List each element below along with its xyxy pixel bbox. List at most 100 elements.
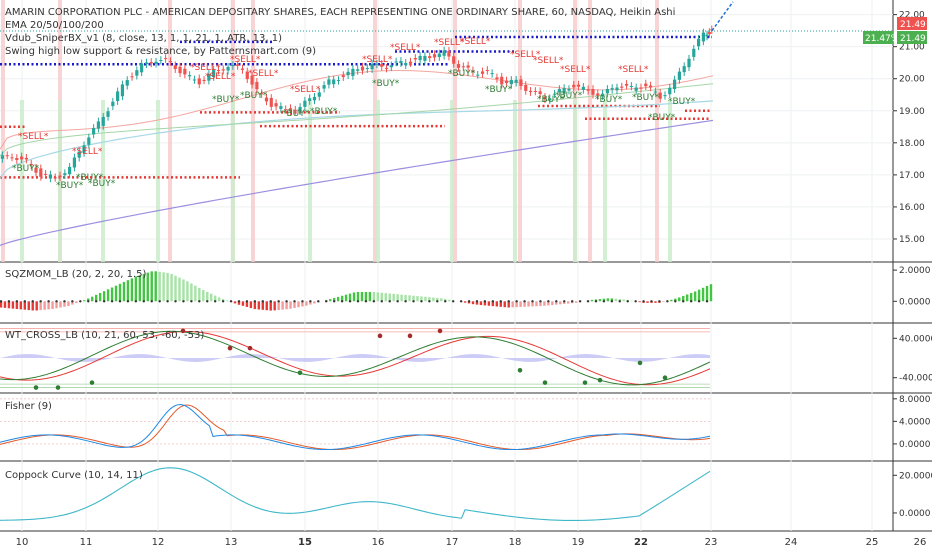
time-tick-label: 22: [634, 537, 648, 548]
sqz-bar: [135, 277, 137, 302]
sqz-dot: [523, 300, 525, 302]
candle-body: [351, 69, 354, 76]
candle-body: [615, 88, 618, 91]
wt-legend: WT_CROSS_LB (10, 21, 60, 53, -60, -53): [5, 330, 204, 341]
candle-body: [577, 85, 580, 87]
sqz-bar: [381, 293, 383, 302]
ema-legend: EMA 20/50/100/200: [5, 20, 104, 31]
time-tick-label: 10: [16, 537, 29, 548]
candle-body: [395, 61, 398, 62]
buy-signal: *BUY*: [555, 91, 583, 101]
candle-body: [582, 87, 585, 90]
wt-cross-dot: [638, 361, 643, 366]
fisher-trigger-line: [0, 405, 710, 450]
sqz-dot: [650, 300, 652, 302]
candle-body: [708, 32, 711, 34]
chart-title: AMARIN CORPORATION PLC - AMERICAN DEPOSI…: [5, 7, 675, 18]
sell-signal: *SELL*: [560, 65, 591, 75]
sqz-bar: [480, 301, 482, 305]
candle-body: [130, 76, 133, 77]
sqz-bar: [694, 291, 696, 301]
buy-signal: *BUY*: [282, 109, 310, 119]
candle-body: [476, 75, 479, 76]
sell-signal: *SELL*: [248, 69, 279, 79]
sqz-dot: [103, 300, 105, 302]
sqz-dot: [436, 300, 438, 302]
sqz-dot: [658, 300, 660, 302]
sqz-bar: [313, 301, 315, 303]
sqz-bar: [127, 280, 129, 301]
sqz-bar: [24, 301, 26, 309]
sqz-dot: [341, 300, 343, 302]
buy-band: [156, 100, 160, 262]
time-tick-label: 19: [572, 537, 585, 548]
sqz-bar: [190, 283, 192, 301]
sqz-dot: [547, 300, 549, 302]
candle-body: [6, 155, 9, 156]
candle-body: [457, 64, 460, 68]
candle-body: [529, 91, 532, 92]
candle-body: [39, 168, 42, 176]
candle-body: [44, 174, 47, 175]
candle-body: [178, 67, 181, 73]
price-tick-label: 16.00: [899, 203, 925, 213]
sell-signal: *SELL*: [72, 147, 103, 157]
sqz-bar: [270, 301, 272, 310]
buy-signal: *BUY*: [632, 93, 660, 103]
sqz-bar: [154, 271, 156, 301]
sqz-bar: [353, 292, 355, 301]
sqz-dot: [317, 300, 319, 302]
candle-body: [346, 72, 349, 75]
candle-body: [361, 67, 364, 71]
candle-body: [462, 66, 465, 67]
coppock-tick-label: 0.0000: [899, 509, 931, 519]
sqz-dot: [555, 300, 557, 302]
sqz-dot: [642, 300, 644, 302]
price-axis[interactable]: 15.0016.0017.0018.0019.0020.0021.0022.00…: [893, 11, 932, 519]
sqz-bar: [281, 301, 283, 309]
sqz-dot: [174, 300, 176, 302]
candle-body: [705, 35, 708, 37]
sqz-dot: [198, 300, 200, 302]
sqz-dot: [277, 300, 279, 302]
sqz-dot: [127, 300, 129, 302]
sqz-dot: [571, 300, 573, 302]
sqz-bar: [646, 301, 648, 303]
candle-body: [58, 176, 61, 178]
time-tick-label: 15: [298, 537, 312, 548]
wt-tick-label: 40.0000: [899, 334, 932, 344]
sqz-dot: [531, 300, 533, 302]
candle-body: [198, 78, 201, 84]
buy-band: [376, 100, 380, 262]
candle-body: [414, 58, 417, 59]
candle-body: [154, 62, 157, 64]
sqz-dot: [63, 300, 65, 302]
sqz-tick-label: 0.0000: [899, 297, 931, 307]
sqz-dot: [428, 300, 430, 302]
candle-body: [106, 111, 109, 117]
sqz-dot: [500, 300, 502, 302]
sqz-bar: [377, 292, 379, 301]
sell-signal: *SELL*: [460, 37, 491, 47]
candle-body: [390, 65, 393, 67]
sqz-bar: [242, 301, 244, 306]
candle-body: [337, 80, 340, 81]
fisher-tick-label: 8.0000: [899, 395, 931, 405]
sqz-bar: [289, 301, 291, 308]
sell-band: [588, 0, 592, 262]
candle-body: [102, 117, 105, 126]
wt-cross-dot: [34, 385, 39, 390]
wt-cross-dot: [543, 380, 548, 385]
sqz-dot: [135, 300, 137, 302]
wt-cross-dot: [378, 334, 383, 339]
candle-body: [303, 101, 306, 107]
sqz-dot: [24, 300, 26, 302]
sqz-bar: [551, 301, 553, 305]
sqz-dot: [111, 300, 113, 302]
wt-cross-dot: [228, 346, 233, 351]
sqz-dot: [270, 300, 272, 302]
sqz-dot: [222, 300, 224, 302]
fisher-legend: Fisher (9): [5, 401, 52, 412]
